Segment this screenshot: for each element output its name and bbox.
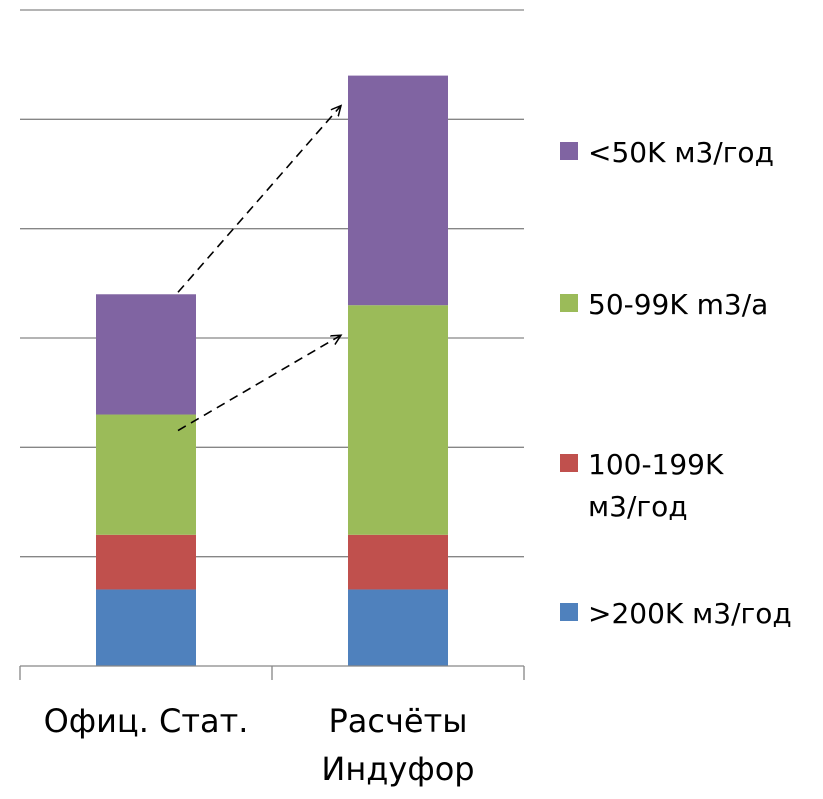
bar-segment <box>96 294 196 415</box>
bar-segment <box>348 589 448 666</box>
x-axis: Офиц. Стат. Расчёты Индуфор <box>19 665 525 788</box>
bar-segment <box>96 414 196 535</box>
bars <box>96 75 448 666</box>
gridlines <box>20 9 524 558</box>
legend-swatch <box>560 294 578 312</box>
x-tick-label: Офиц. Стат. <box>44 702 249 740</box>
legend-label: 50-99K m3/a <box>588 288 768 321</box>
legend-swatch <box>560 142 578 160</box>
legend-label: <50K м3/год <box>588 136 774 169</box>
bar-segment <box>348 305 448 535</box>
bar-segment <box>96 534 196 590</box>
legend-label: >200K м3/год <box>588 597 792 630</box>
legend: >200K м3/год 100-199K м3/год 50-99K m3/a <50… <box>560 136 792 630</box>
legend-swatch <box>560 454 578 472</box>
annotations <box>177 106 341 432</box>
legend-label: 100-199K м3/год <box>588 448 724 523</box>
legend-swatch <box>560 603 578 621</box>
bar-segment <box>96 589 196 666</box>
dashed-arrow <box>177 335 341 432</box>
bar-segment <box>348 534 448 590</box>
x-tick-label: Расчёты Индуфор <box>321 702 474 788</box>
bar-segment <box>348 75 448 306</box>
dashed-arrow <box>177 106 341 293</box>
